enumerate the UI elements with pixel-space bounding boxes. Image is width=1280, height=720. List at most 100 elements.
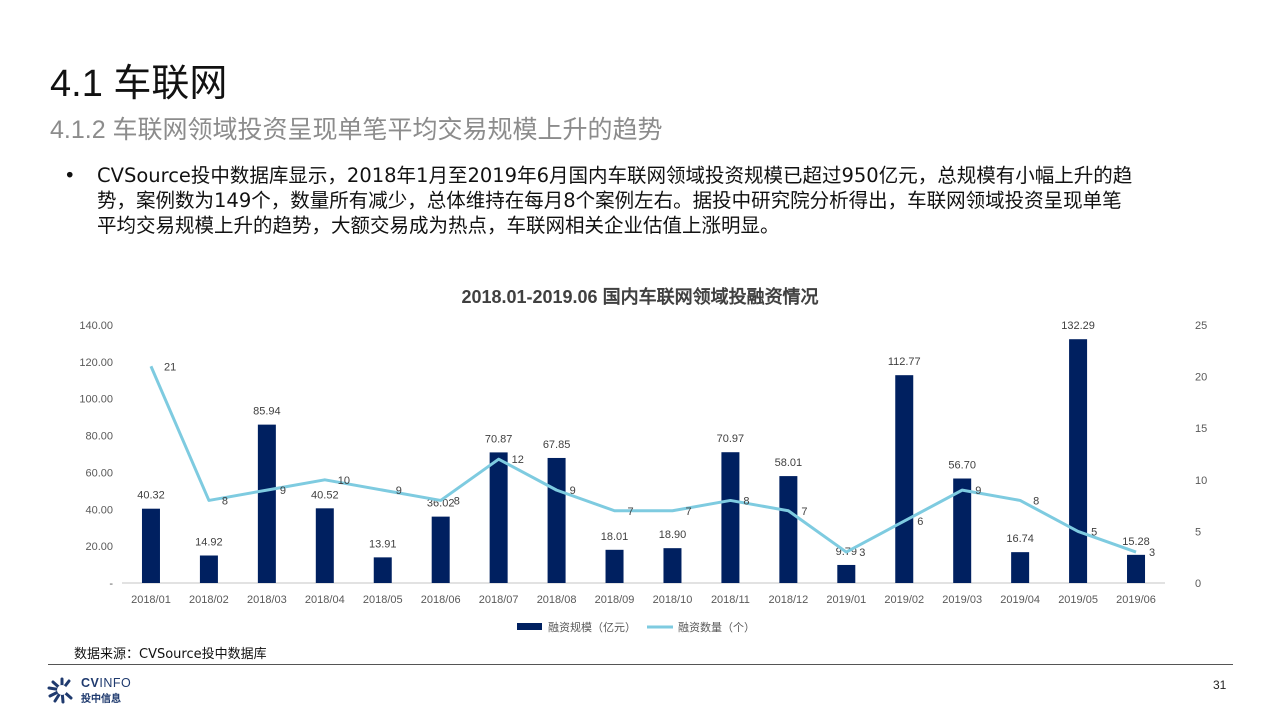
left-axis-tick: 80.00 bbox=[85, 431, 113, 443]
left-axis-tick: 60.00 bbox=[85, 467, 113, 479]
bar-value-label: 70.97 bbox=[717, 433, 745, 445]
bar-2018/07 bbox=[489, 452, 508, 583]
right-axis-tick: 15 bbox=[1195, 423, 1207, 435]
line-value-label: 8 bbox=[222, 495, 228, 507]
bar-value-label: 67.85 bbox=[543, 439, 571, 451]
x-axis-label: 2018/06 bbox=[421, 594, 461, 606]
chart-title: 2018.01-2019.06 国内车联网领域投融资情况 bbox=[461, 287, 819, 307]
bar-2019/06 bbox=[1127, 554, 1146, 583]
bar-2018/06 bbox=[431, 516, 450, 583]
right-axis-tick: 10 bbox=[1195, 475, 1207, 487]
bar-2018/10 bbox=[663, 548, 682, 583]
bar-value-label: 112.77 bbox=[888, 356, 921, 368]
x-axis-label: 2019/01 bbox=[826, 594, 866, 606]
right-axis-tick: 0 bbox=[1195, 578, 1201, 590]
line-value-label: 7 bbox=[628, 506, 634, 518]
line-value-label: 3 bbox=[859, 547, 865, 559]
logo-subtext: 投中信息 bbox=[81, 694, 121, 705]
data-source-note: 数据来源：CVSource投中数据库 bbox=[74, 647, 267, 662]
line-value-label: 9 bbox=[396, 485, 402, 497]
line-value-label: 12 bbox=[512, 454, 524, 466]
footer-divider bbox=[48, 664, 1233, 665]
bar-2018/01 bbox=[141, 508, 160, 583]
x-axis-label: 2018/05 bbox=[363, 594, 403, 606]
summary-bullet: • CVSource投中数据库显示，2018年1月至2019年6月国内车联网领域… bbox=[64, 163, 1234, 238]
bullet-text: CVSource投中数据库显示，2018年1月至2019年6月国内车联网领域投资… bbox=[97, 163, 1234, 238]
x-axis-label: 2019/03 bbox=[942, 594, 982, 606]
bar-2018/02 bbox=[199, 555, 218, 583]
x-axis-label: 2018/07 bbox=[479, 594, 519, 606]
line-value-label: 21 bbox=[164, 361, 176, 373]
left-axis-tick: - bbox=[109, 578, 113, 590]
x-axis-label: 2018/12 bbox=[768, 594, 808, 606]
x-axis-label: 2018/01 bbox=[131, 594, 171, 606]
x-axis-label: 2018/11 bbox=[711, 594, 750, 606]
bar-value-label: 40.32 bbox=[137, 490, 165, 502]
logo-wordmark: CVINFO bbox=[81, 676, 131, 690]
bar-2018/09 bbox=[605, 549, 624, 583]
bar-2018/03 bbox=[257, 424, 276, 583]
cvinfo-logo: CVINFO 投中信息 bbox=[46, 674, 136, 705]
deal-count-line bbox=[149, 365, 1137, 554]
line-value-label: 9 bbox=[570, 485, 576, 497]
page-title: 4.1 车联网 bbox=[50, 63, 228, 105]
line-value-label: 6 bbox=[917, 516, 923, 528]
bullet-line: 平均交易规模上升的趋势，大额交易成为热点，车联网相关企业估值上涨明显。 bbox=[97, 214, 780, 237]
bar-2018/04 bbox=[315, 508, 334, 583]
bar-value-label: 18.01 bbox=[601, 531, 629, 543]
x-axis-label: 2018/02 bbox=[189, 594, 229, 606]
left-axis-tick: 40.00 bbox=[85, 504, 113, 516]
right-axis-tick: 5 bbox=[1195, 526, 1201, 538]
x-axis-label: 2019/02 bbox=[884, 594, 924, 606]
bar-value-label: 40.52 bbox=[311, 489, 339, 501]
bar-2018/12 bbox=[779, 476, 798, 583]
x-axis-label: 2019/05 bbox=[1058, 594, 1098, 606]
line-value-label: 5 bbox=[1091, 526, 1097, 538]
x-axis-label: 2019/04 bbox=[1000, 594, 1040, 606]
right-axis-tick: 25 bbox=[1195, 320, 1207, 332]
x-axis-label: 2018/04 bbox=[305, 594, 345, 606]
bar-value-label: 70.87 bbox=[485, 433, 513, 445]
legend-bar-swatch bbox=[517, 623, 542, 630]
x-axis-label: 2018/03 bbox=[247, 594, 287, 606]
bar-value-label: 18.90 bbox=[659, 529, 687, 541]
line-value-label: 10 bbox=[338, 475, 350, 487]
bar-2018/11 bbox=[721, 452, 740, 583]
bar-2019/03 bbox=[953, 478, 972, 583]
right-axis-tick: 20 bbox=[1195, 372, 1207, 384]
bar-value-label: 16.74 bbox=[1006, 533, 1034, 545]
x-axis-label: 2018/10 bbox=[653, 594, 693, 606]
x-axis-label: 2018/08 bbox=[537, 594, 577, 606]
left-axis-tick: 120.00 bbox=[79, 357, 113, 369]
line-value-label: 9 bbox=[975, 485, 981, 497]
bar-value-label: 58.01 bbox=[775, 457, 803, 469]
bar-value-label: 15.28 bbox=[1122, 536, 1150, 548]
bullet-line: 势，案例数为149个，数量所有减少，总体维持在每月8个案例左右。据投中研究院分析… bbox=[97, 189, 1122, 212]
left-axis-tick: 140.00 bbox=[79, 320, 113, 332]
x-axis-label: 2019/06 bbox=[1116, 594, 1156, 606]
bullet-line: CVSource投中数据库显示，2018年1月至2019年6月国内车联网领域投资… bbox=[97, 164, 1133, 187]
bar-value-label: 14.92 bbox=[195, 537, 223, 549]
logo-wordmark-bold: CV bbox=[81, 676, 100, 690]
page-subtitle: 4.1.2 车联网领域投资呈现单笔平均交易规模上升的趋势 bbox=[50, 116, 663, 144]
bullet-icon: • bbox=[64, 164, 76, 187]
legend-bar-label: 融资规模（亿元） bbox=[548, 620, 636, 634]
bar-value-label: 85.94 bbox=[253, 406, 281, 418]
line-value-label: 3 bbox=[1149, 547, 1155, 559]
logo-burst-icon bbox=[47, 677, 73, 704]
bar-value-label: 132.29 bbox=[1061, 320, 1095, 332]
logo-wordmark-thin: INFO bbox=[99, 676, 132, 690]
line-value-label: 8 bbox=[454, 495, 460, 507]
bar-2019/04 bbox=[1011, 552, 1030, 583]
legend-line-label: 融资数量（个） bbox=[678, 621, 755, 634]
bar-value-label: 56.70 bbox=[948, 460, 976, 472]
left-axis-tick: 20.00 bbox=[85, 541, 113, 553]
line-value-label: 8 bbox=[743, 495, 749, 507]
bar-2019/02 bbox=[895, 375, 914, 583]
line-value-label: 7 bbox=[685, 506, 691, 518]
bar-2018/05 bbox=[373, 557, 392, 583]
bar-value-label: 13.91 bbox=[369, 538, 397, 550]
bar-2019/05 bbox=[1069, 339, 1088, 583]
left-axis-tick: 100.00 bbox=[79, 394, 113, 406]
